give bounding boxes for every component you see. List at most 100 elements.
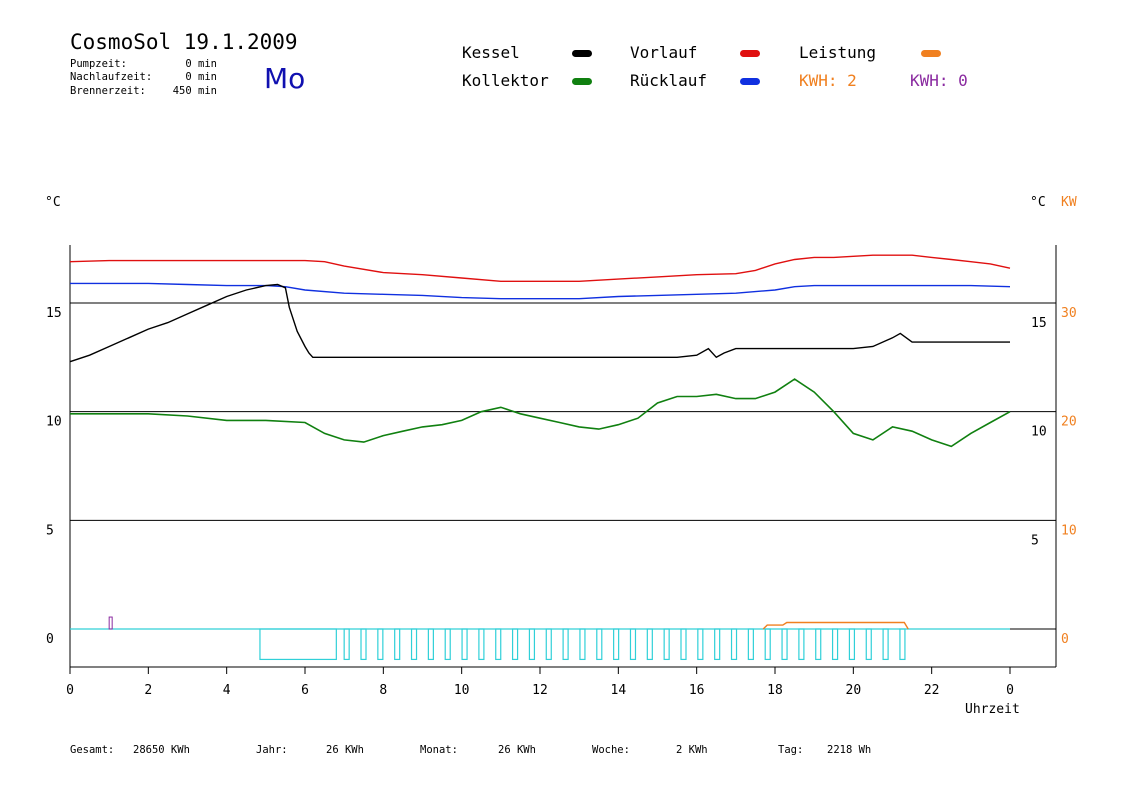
legend-vorlauf-label: Vorlauf (630, 43, 698, 62)
pump-cycle (596, 628, 603, 661)
pump-cycle (360, 628, 367, 661)
series-kessel (69, 283, 1010, 363)
right-axis-unit-c: °C (1030, 195, 1046, 210)
pump-cycle (663, 628, 670, 661)
right-kw-tick-label-0: 0 (1061, 632, 1069, 647)
pump-cycle (629, 628, 637, 661)
stat-label-pumpzeit: Pumpzeit: (70, 58, 127, 70)
pump-cycle (410, 628, 418, 661)
footer-monat-value: 26 KWh (498, 744, 536, 756)
right-kw-tick-label-20: 20 (1061, 415, 1077, 430)
right-kw-tick-label-10: 10 (1061, 523, 1077, 538)
legend-leistung-label: Leistung (799, 43, 877, 62)
x-tick-label-12: 0 (1006, 683, 1014, 698)
pump-cycle (798, 628, 805, 661)
stat-value-brennerzeit: 450 min (172, 85, 217, 97)
series-ruecklauf (70, 282, 1011, 300)
footer-gesamt-value: 28650 KWh (133, 744, 190, 756)
pump-cycle (511, 628, 519, 661)
x-tick-label-10: 20 (846, 683, 862, 698)
x-tick-label-3: 6 (301, 683, 309, 698)
pump-cycle (394, 628, 401, 661)
pump-cycle (377, 628, 384, 661)
series-leistung (762, 621, 909, 630)
legend-kessel-label: Kessel (462, 43, 520, 62)
pump-cycle (562, 628, 569, 661)
x-tick-label-2: 4 (223, 683, 231, 698)
pump-cycle (899, 628, 906, 661)
x-tick-label-6: 12 (532, 683, 548, 698)
right-c-tick-label-10: 10 (1031, 425, 1047, 440)
right-kw-tick-label-30: 30 (1061, 306, 1077, 321)
burner-block (259, 628, 337, 661)
left-tick-label-0: 0 (46, 632, 54, 647)
pump-cycle (697, 628, 704, 661)
series-kollektor (70, 378, 1011, 448)
legend-vorlauf-swatch (740, 50, 760, 57)
x-axis-label: Uhrzeit (965, 702, 1020, 717)
legend-ruecklauf-swatch (740, 78, 760, 85)
kwh-orange-label: KWH: 2 (799, 71, 857, 90)
footer-jahr-label: Jahr: (256, 744, 288, 756)
pump-cycle (865, 628, 872, 661)
pump-cycle (461, 628, 468, 661)
left-tick-label-10: 10 (46, 415, 62, 430)
legend-kollektor-label: Kollektor (462, 71, 549, 90)
pump-cycle (848, 628, 856, 661)
legend-ruecklauf-label: Rücklauf (630, 71, 708, 90)
pump-cycle (545, 628, 552, 661)
pump-cycle (495, 628, 502, 661)
pump-cycle (613, 628, 620, 661)
pump-cycle (714, 628, 721, 661)
footer-gesamt-label: Gesamt: (70, 744, 115, 756)
footer-woche-value: 2 KWh (676, 744, 708, 756)
pump-cycle (528, 628, 536, 661)
pump-cycle (680, 628, 687, 661)
pump-cycle (579, 628, 586, 661)
stat-label-nachlaufzeit: Nachlaufzeit: (70, 71, 153, 83)
stat-label-brennerzeit: Brennerzeit: (70, 85, 146, 97)
footer-monat-label: Monat: (420, 744, 458, 756)
pump-cycle (444, 628, 451, 661)
pump-cycle (730, 628, 738, 661)
x-tick-label-5: 10 (454, 683, 470, 698)
right-c-tick-label-15: 15 (1031, 316, 1047, 331)
footer-tag-label: Tag: (778, 744, 804, 756)
x-tick-label-8: 16 (689, 683, 705, 698)
x-tick-label-1: 2 (144, 683, 152, 698)
x-tick-label-11: 22 (924, 683, 940, 698)
purple-spike (108, 616, 113, 630)
kwh-purple-label: KWH: 0 (910, 71, 968, 90)
pump-cycle (831, 628, 839, 661)
x-tick-label-7: 14 (611, 683, 627, 698)
footer-woche-label: Woche: (592, 744, 630, 756)
x-tick-label-0: 0 (66, 683, 74, 698)
right-axis-unit-kw: KW (1061, 195, 1077, 210)
left-tick-label-15: 15 (46, 306, 62, 321)
pump-cycle (427, 628, 434, 661)
chart-title: CosmoSol 19.1.2009 (70, 30, 298, 54)
legend-kessel-swatch (572, 50, 592, 57)
pump-cycle (815, 628, 822, 661)
footer-tag-value: 2218 Wh (827, 744, 872, 756)
footer-jahr-value: 26 KWh (326, 744, 364, 756)
stat-value-pumpzeit: 0 min (185, 58, 217, 70)
series-vorlauf (69, 254, 1011, 282)
weekday-label: Mo (264, 62, 306, 95)
pump-cycle (781, 628, 788, 661)
left-tick-label-5: 5 (46, 523, 54, 538)
left-axis-unit: °C (45, 195, 61, 210)
legend-kollektor-swatch (572, 78, 592, 85)
pump-cycle (343, 628, 350, 661)
pump-cycle (478, 628, 485, 661)
right-c-tick-label-5: 5 (1031, 533, 1039, 548)
x-tick-label-9: 18 (767, 683, 783, 698)
stat-value-nachlaufzeit: 0 min (185, 71, 217, 83)
pump-cycle (747, 628, 754, 661)
pump-cycle (764, 628, 771, 661)
pump-cycle (882, 628, 889, 661)
x-tick-label-4: 8 (379, 683, 387, 698)
legend-leistung-swatch (921, 50, 941, 57)
pump-cycle (646, 628, 653, 661)
